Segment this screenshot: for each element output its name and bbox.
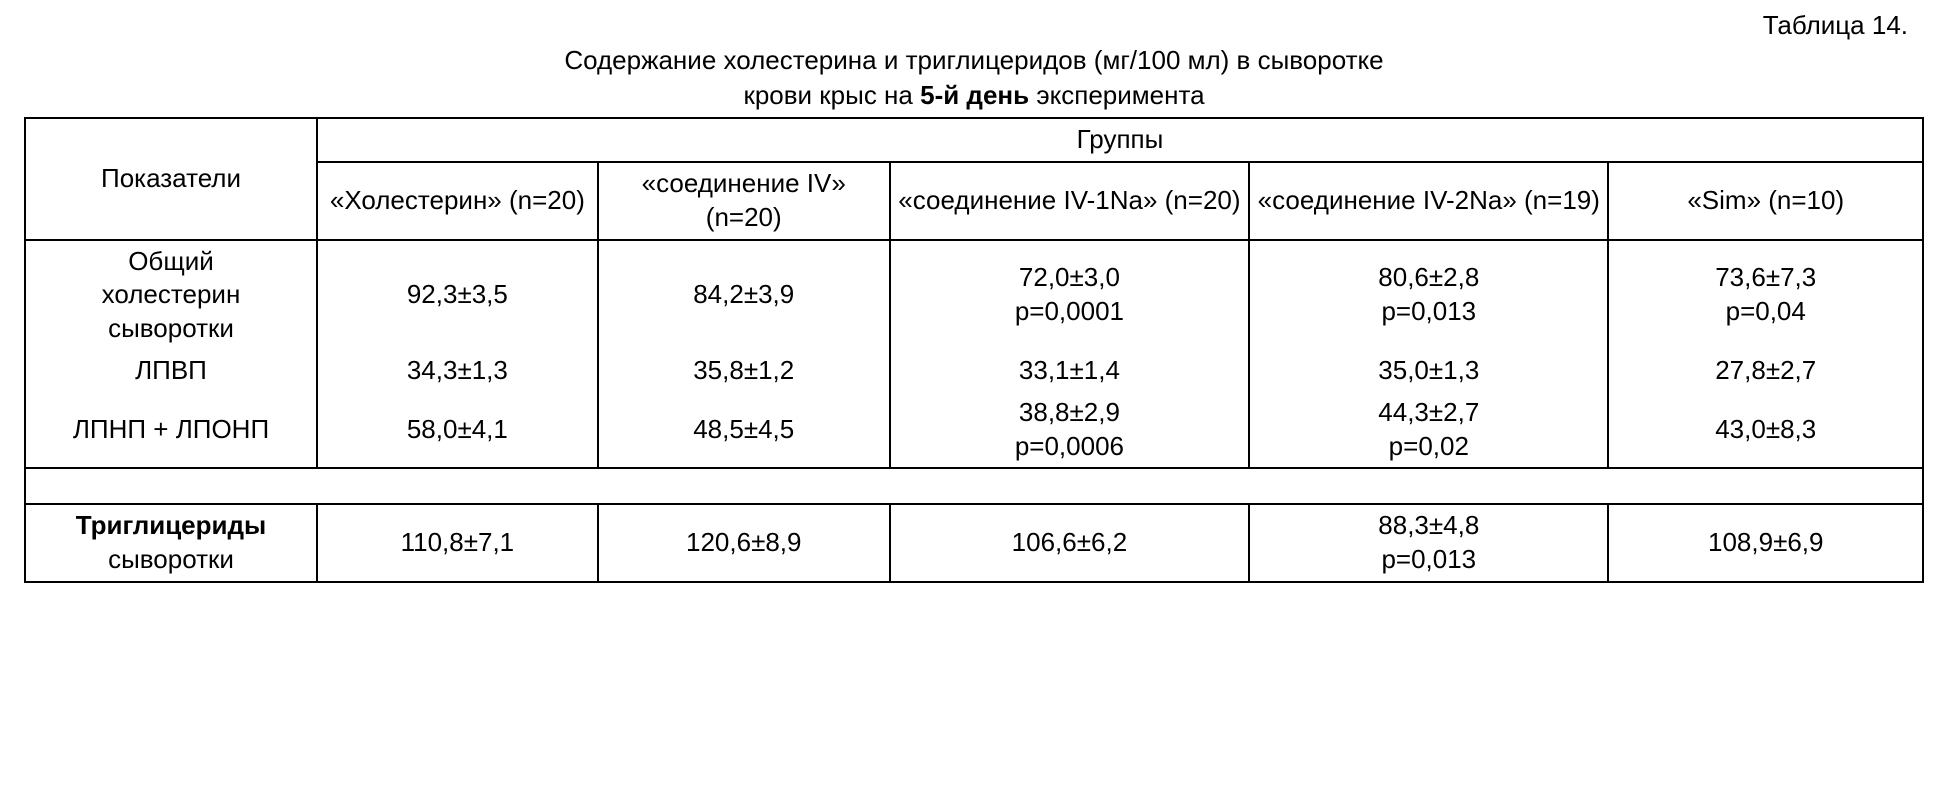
cell: 48,5±4,5 xyxy=(598,392,890,469)
spacer-row xyxy=(25,468,1923,504)
header-col-1: «Холестерин» (n=20) xyxy=(317,162,598,240)
header-col-3: «соединение IV-1Na» (n=20) xyxy=(890,162,1249,240)
cell: 43,0±8,3 xyxy=(1608,392,1923,469)
cell: 35,8±1,2 xyxy=(598,350,890,392)
header-col-5: «Sim» (n=10) xyxy=(1608,162,1923,240)
row-label-total-cholesterol: Общий холестерин сыворотки xyxy=(25,240,317,350)
cell: 80,6±2,8 p=0,013 xyxy=(1249,240,1608,350)
cell: 108,9±6,9 xyxy=(1608,504,1923,582)
label-text: холестерин xyxy=(102,279,241,309)
row-label-triglycerides: Триглицериды сыворотки xyxy=(25,504,317,582)
cell: 44,3±2,7 p=0,02 xyxy=(1249,392,1608,469)
cell: 84,2±3,9 xyxy=(598,240,890,350)
row-label-hdl: ЛПВП xyxy=(25,350,317,392)
caption-line-2a: крови крыс на xyxy=(743,80,920,110)
caption-line-2-bold: 5-й день xyxy=(920,80,1029,110)
value-text: 73,6±7,3 xyxy=(1715,262,1816,292)
row-label-ldl-vldl: ЛПНП + ЛПОНП xyxy=(25,392,317,469)
cell: 88,3±4,8 p=0,013 xyxy=(1249,504,1608,582)
value-text: 44,3±2,7 xyxy=(1378,397,1479,427)
header-col-4: «соединение IV-2Na» (n=19) xyxy=(1249,162,1608,240)
label-text-bold: Триглицериды xyxy=(76,510,266,540)
cell: 35,0±1,3 xyxy=(1249,350,1608,392)
cell: 92,3±3,5 xyxy=(317,240,598,350)
value-text: 80,6±2,8 xyxy=(1378,262,1479,292)
table-row: ЛПНП + ЛПОНП 58,0±4,1 48,5±4,5 38,8±2,9 … xyxy=(25,392,1923,469)
label-text: сыворотки xyxy=(108,544,234,574)
p-value-text: p=0,04 xyxy=(1726,296,1806,326)
cell: 73,6±7,3 p=0,04 xyxy=(1608,240,1923,350)
cell: 27,8±2,7 xyxy=(1608,350,1923,392)
caption-line-1: Содержание холестерина и триглицеридов (… xyxy=(564,45,1383,75)
cell: 72,0±3,0 p=0,0001 xyxy=(890,240,1249,350)
data-table: Показатели Группы «Холестерин» (n=20) «с… xyxy=(24,117,1924,583)
header-indicators: Показатели xyxy=(25,118,317,239)
table-header-row-1: Показатели Группы xyxy=(25,118,1923,162)
cell: 34,3±1,3 xyxy=(317,350,598,392)
table-row: Триглицериды сыворотки 110,8±7,1 120,6±8… xyxy=(25,504,1923,582)
label-text: Общий xyxy=(128,246,214,276)
cell: 120,6±8,9 xyxy=(598,504,890,582)
table-number-label: Таблица 14. xyxy=(20,10,1908,41)
p-value-text: p=0,0001 xyxy=(1015,296,1124,326)
spacer-cell xyxy=(25,468,1923,504)
p-value-text: p=0,013 xyxy=(1381,296,1476,326)
label-text: сыворотки xyxy=(108,313,234,343)
cell: 33,1±1,4 xyxy=(890,350,1249,392)
header-col-2: «соединение IV» (n=20) xyxy=(598,162,890,240)
value-text: 88,3±4,8 xyxy=(1378,510,1479,540)
table-caption: Содержание холестерина и триглицеридов (… xyxy=(20,43,1928,113)
cell: 106,6±6,2 xyxy=(890,504,1249,582)
caption-line-2b: эксперимента xyxy=(1029,80,1204,110)
table-row: Общий холестерин сыворотки 92,3±3,5 84,2… xyxy=(25,240,1923,350)
value-text: 38,8±2,9 xyxy=(1019,397,1120,427)
value-text: 72,0±3,0 xyxy=(1019,262,1120,292)
header-groups: Группы xyxy=(317,118,1923,162)
p-value-text: p=0,013 xyxy=(1381,544,1476,574)
cell: 58,0±4,1 xyxy=(317,392,598,469)
p-value-text: p=0,0006 xyxy=(1015,431,1124,461)
cell: 110,8±7,1 xyxy=(317,504,598,582)
table-row: ЛПВП 34,3±1,3 35,8±1,2 33,1±1,4 35,0±1,3… xyxy=(25,350,1923,392)
cell: 38,8±2,9 p=0,0006 xyxy=(890,392,1249,469)
p-value-text: p=0,02 xyxy=(1389,431,1469,461)
